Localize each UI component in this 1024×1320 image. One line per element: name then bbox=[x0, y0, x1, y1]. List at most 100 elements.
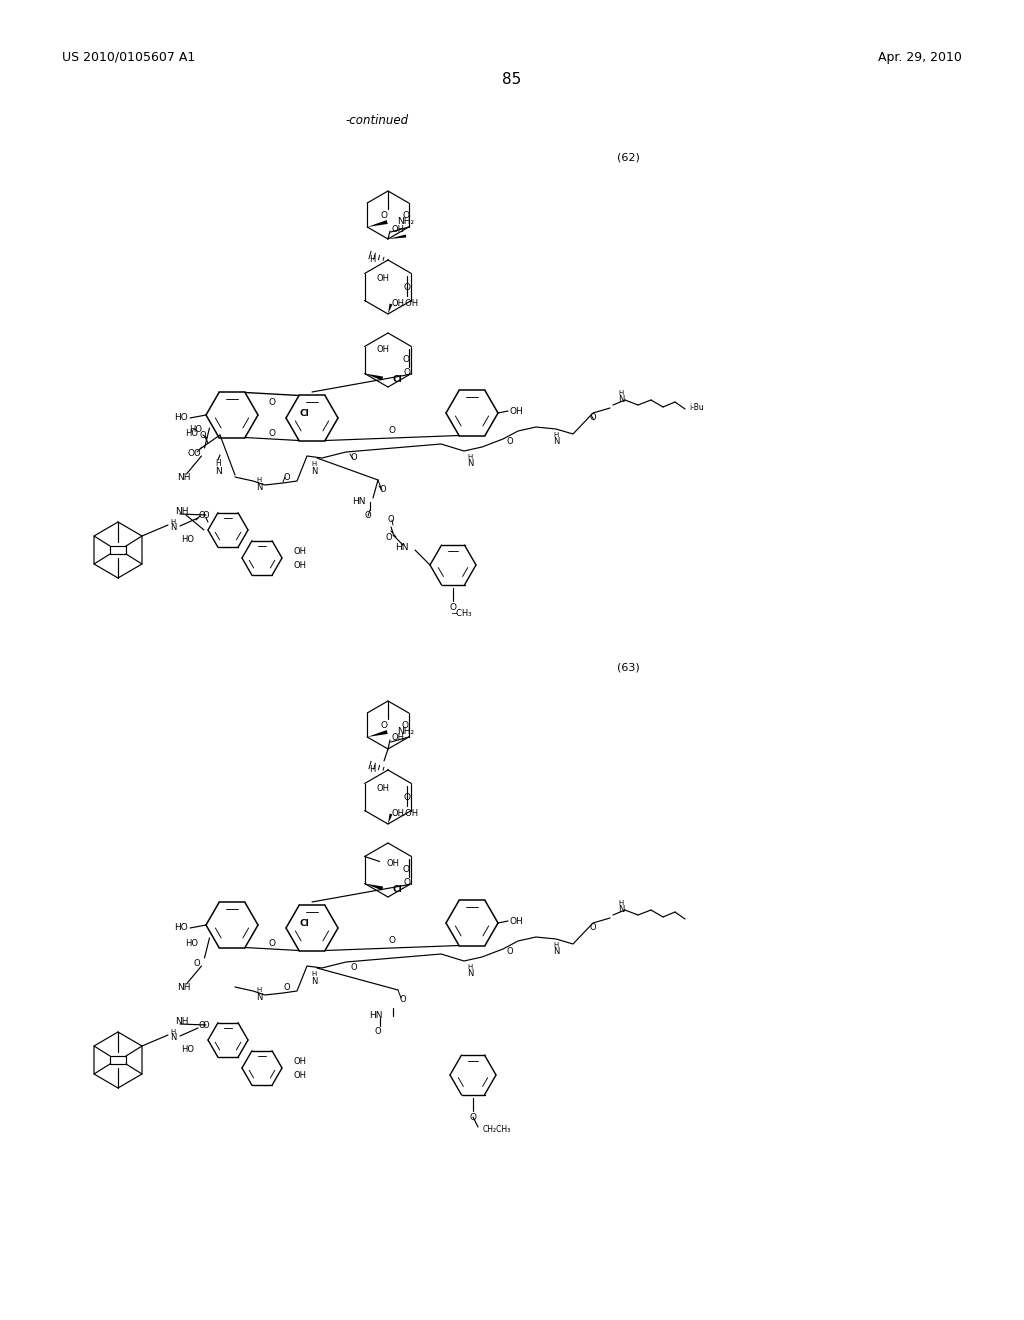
Text: O: O bbox=[199, 1020, 206, 1030]
Text: O: O bbox=[381, 721, 387, 730]
Text: HO: HO bbox=[174, 924, 188, 932]
Text: O: O bbox=[403, 282, 411, 292]
Text: CH₂CH₃: CH₂CH₃ bbox=[483, 1126, 511, 1134]
Text: OH: OH bbox=[391, 224, 404, 234]
Text: OH: OH bbox=[391, 734, 404, 742]
Text: O: O bbox=[403, 368, 411, 378]
Polygon shape bbox=[388, 235, 407, 239]
Polygon shape bbox=[368, 730, 388, 737]
Text: N: N bbox=[256, 483, 262, 491]
Text: O: O bbox=[284, 474, 291, 483]
Text: ─CH₃: ─CH₃ bbox=[451, 609, 471, 618]
Text: OH: OH bbox=[294, 1072, 307, 1081]
Text: H: H bbox=[618, 389, 624, 396]
Text: HN: HN bbox=[352, 498, 366, 507]
Text: HN: HN bbox=[395, 543, 409, 552]
Text: HO: HO bbox=[185, 429, 198, 437]
Text: HO: HO bbox=[174, 413, 188, 422]
Text: N: N bbox=[170, 524, 176, 532]
Text: NH: NH bbox=[175, 1018, 188, 1027]
Text: N: N bbox=[170, 1034, 176, 1043]
Text: NH₂: NH₂ bbox=[397, 218, 415, 227]
Text: O: O bbox=[200, 430, 206, 440]
Text: O: O bbox=[381, 210, 387, 219]
Text: HN: HN bbox=[370, 1011, 383, 1020]
Text: O: O bbox=[402, 866, 410, 874]
Text: NH: NH bbox=[177, 983, 190, 993]
Text: H: H bbox=[467, 454, 473, 459]
Text: -continued: -continued bbox=[345, 114, 409, 127]
Text: O: O bbox=[386, 532, 392, 541]
Text: O: O bbox=[388, 516, 394, 524]
Polygon shape bbox=[388, 304, 392, 314]
Text: O: O bbox=[350, 964, 357, 973]
Text: OH: OH bbox=[294, 561, 307, 570]
Text: US 2010/0105607 A1: US 2010/0105607 A1 bbox=[62, 50, 196, 63]
Text: OH: OH bbox=[377, 345, 389, 354]
Text: H: H bbox=[311, 972, 316, 977]
Text: O: O bbox=[268, 939, 275, 948]
Text: H: H bbox=[256, 987, 261, 993]
Text: Cl: Cl bbox=[299, 919, 309, 928]
Text: HO: HO bbox=[181, 536, 194, 544]
Text: O: O bbox=[268, 429, 275, 437]
Text: O: O bbox=[365, 511, 372, 520]
Text: O: O bbox=[375, 1027, 381, 1036]
Text: H: H bbox=[618, 900, 624, 906]
Polygon shape bbox=[368, 220, 388, 227]
Text: OH: OH bbox=[510, 407, 523, 416]
Polygon shape bbox=[388, 813, 392, 824]
Text: H: H bbox=[370, 256, 376, 264]
Text: NH₂: NH₂ bbox=[397, 727, 415, 737]
Text: O: O bbox=[350, 454, 357, 462]
Text: N: N bbox=[617, 906, 625, 915]
Text: H: H bbox=[467, 964, 473, 970]
Text: O: O bbox=[590, 413, 596, 422]
Text: (63): (63) bbox=[616, 663, 639, 673]
Text: O: O bbox=[199, 511, 206, 520]
Text: N: N bbox=[311, 466, 317, 475]
Text: Cl: Cl bbox=[392, 375, 402, 384]
Text: O: O bbox=[187, 449, 194, 458]
Text: N: N bbox=[617, 396, 625, 404]
Text: O: O bbox=[284, 983, 291, 993]
Text: O: O bbox=[388, 936, 395, 945]
Text: OH: OH bbox=[510, 916, 523, 925]
Polygon shape bbox=[365, 883, 383, 891]
Text: O: O bbox=[268, 399, 275, 407]
Text: O: O bbox=[590, 924, 596, 932]
Text: OH: OH bbox=[377, 784, 389, 793]
Text: H: H bbox=[370, 766, 376, 775]
Text: O: O bbox=[402, 210, 410, 219]
Text: O: O bbox=[203, 511, 209, 520]
Text: N: N bbox=[467, 459, 473, 469]
Text: NH: NH bbox=[175, 507, 188, 516]
Polygon shape bbox=[365, 374, 383, 380]
Text: N: N bbox=[553, 437, 559, 446]
Text: HO: HO bbox=[181, 1045, 194, 1055]
Text: Cl: Cl bbox=[299, 408, 309, 417]
Text: O: O bbox=[401, 721, 409, 730]
Text: O: O bbox=[507, 437, 513, 446]
Text: OH: OH bbox=[294, 548, 307, 557]
Text: N: N bbox=[553, 948, 559, 957]
Text: H: H bbox=[256, 477, 261, 483]
Text: H: H bbox=[170, 1030, 176, 1035]
Text: O: O bbox=[203, 1020, 209, 1030]
Text: OH: OH bbox=[387, 859, 399, 869]
Text: N: N bbox=[311, 977, 317, 986]
Text: HO: HO bbox=[185, 939, 198, 948]
Text: N: N bbox=[467, 969, 473, 978]
Text: OH: OH bbox=[294, 1057, 307, 1067]
Text: O: O bbox=[380, 486, 386, 495]
Text: O: O bbox=[194, 958, 200, 968]
Text: O: O bbox=[450, 602, 457, 611]
Text: OH: OH bbox=[391, 808, 404, 817]
Text: .....OH: .....OH bbox=[392, 809, 419, 818]
Text: 85: 85 bbox=[503, 73, 521, 87]
Text: H: H bbox=[553, 432, 559, 438]
Text: O: O bbox=[403, 878, 411, 887]
Text: H: H bbox=[170, 519, 176, 525]
Text: O: O bbox=[388, 425, 395, 434]
Text: O: O bbox=[399, 995, 407, 1005]
